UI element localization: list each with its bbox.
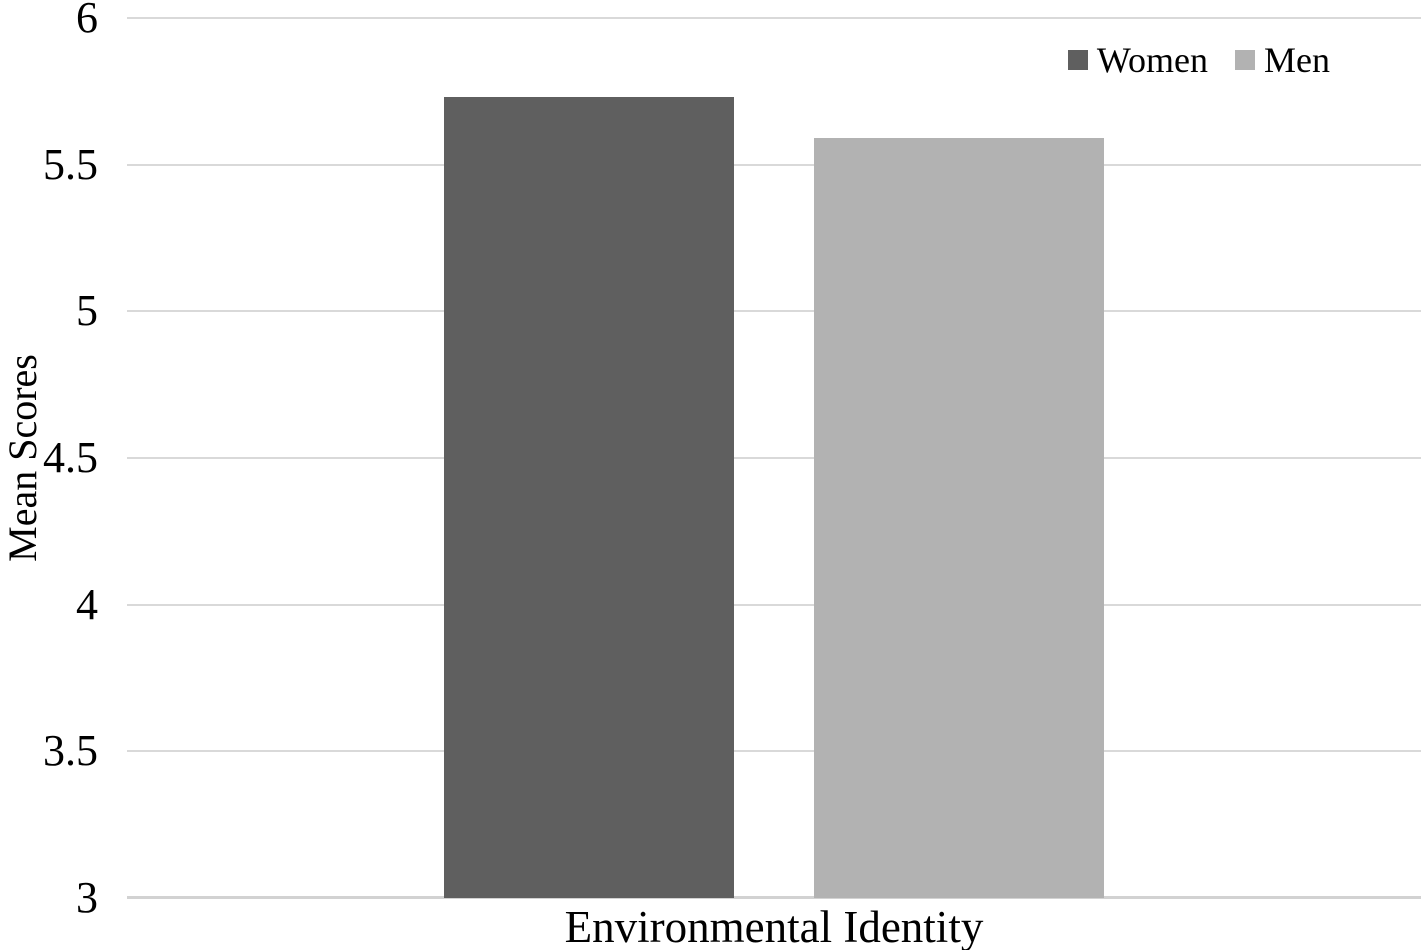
bar-women — [444, 97, 734, 898]
bars — [127, 18, 1421, 898]
y-tick-label: 6 — [76, 0, 98, 42]
legend-swatch-icon — [1067, 50, 1088, 70]
x-axis-title: Environmental Identity — [564, 902, 984, 950]
gridline — [127, 17, 1421, 19]
gridline — [127, 457, 1421, 459]
y-axis-tick-labels: 3 3.5 4 4.5 5 5.5 6 — [0, 0, 98, 920]
legend-label: Women — [1096, 40, 1208, 80]
legend-item-women: Women — [1067, 40, 1208, 80]
y-tick-label: 4 — [76, 579, 98, 629]
gridline — [127, 163, 1421, 166]
gridline — [127, 310, 1421, 313]
gridline — [127, 603, 1421, 606]
legend: Women Men — [1067, 40, 1330, 80]
bar-men — [814, 138, 1104, 898]
x-axis-line — [127, 896, 1421, 899]
legend-label: Men — [1264, 40, 1330, 80]
y-tick-label: 5.5 — [43, 139, 98, 189]
legend-item-men: Men — [1235, 42, 1330, 78]
y-tick-label: 4.5 — [43, 433, 98, 482]
legend-swatch-icon — [1235, 50, 1255, 70]
y-tick-label: 3.5 — [43, 726, 98, 776]
gridline — [127, 750, 1421, 753]
y-tick-label: 3 — [76, 873, 98, 922]
plot-area — [127, 17, 1421, 899]
y-tick-label: 5 — [76, 286, 98, 336]
gridlines — [127, 17, 1421, 899]
